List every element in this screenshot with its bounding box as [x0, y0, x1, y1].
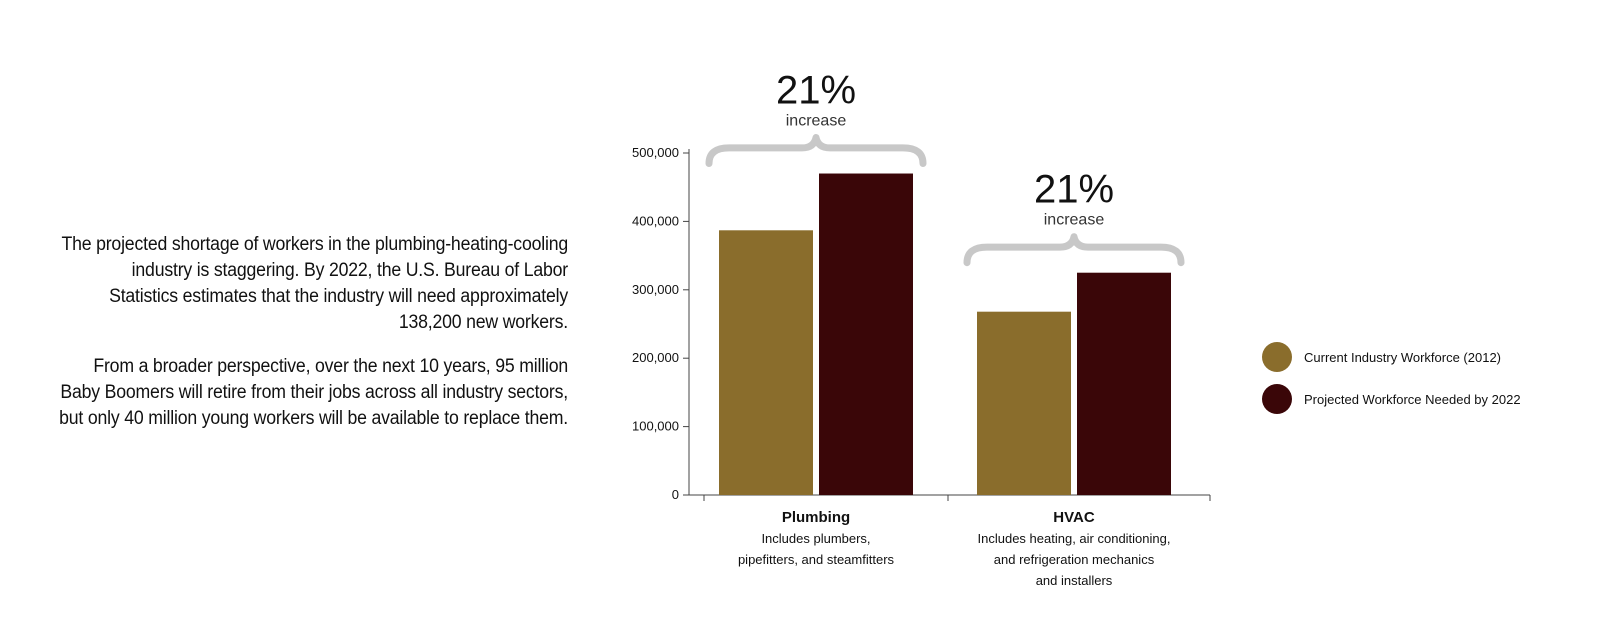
intro-paragraph-1: The projected shortage of workers in the… — [61, 234, 569, 333]
category-label-plumbing: Plumbing — [782, 509, 850, 526]
y-tick-label: 0 — [672, 487, 679, 502]
category-description-line: Includes heating, air conditioning, — [978, 531, 1171, 546]
legend-swatch-projected — [1262, 384, 1292, 414]
category-description-line: Includes plumbers, — [761, 531, 870, 546]
legend-item-projected: Projected Workforce Needed by 2022 — [1262, 384, 1521, 414]
increase-brace-hvac — [963, 233, 1185, 267]
category-description-line: pipefitters, and steamfitters — [738, 552, 895, 567]
increase-brace-plumbing — [705, 134, 927, 168]
increase-label-plumbing: increase — [786, 113, 847, 130]
increase-percent-hvac: 21% — [1034, 168, 1114, 212]
legend-label-projected: Projected Workforce Needed by 2022 — [1304, 391, 1521, 407]
legend-swatch-current — [1262, 342, 1292, 372]
bar-hvac-current — [977, 311, 1071, 495]
category-label-hvac: HVAC — [1053, 509, 1095, 526]
bar-hvac-projected — [1077, 272, 1171, 495]
intro-paragraph-2: From a broader perspective, over the nex… — [59, 356, 569, 429]
category-description-line: and installers — [1036, 573, 1113, 588]
y-tick-label: 400,000 — [632, 213, 679, 228]
increase-label-hvac: increase — [1044, 212, 1105, 229]
bar-plumbing-current — [719, 230, 813, 496]
y-tick-label: 200,000 — [632, 350, 679, 365]
y-tick-label: 500,000 — [632, 145, 679, 160]
y-tick-label: 300,000 — [632, 282, 679, 297]
legend-item-current: Current Industry Workforce (2012) — [1262, 342, 1521, 372]
y-tick-label: 100,000 — [632, 419, 679, 434]
bar-plumbing-projected — [819, 173, 913, 495]
intro-text: The projected shortage of workers in the… — [58, 232, 568, 450]
legend-label-current: Current Industry Workforce (2012) — [1304, 349, 1501, 365]
chart-legend: Current Industry Workforce (2012) Projec… — [1262, 342, 1521, 426]
category-description-line: and refrigeration mechanics — [994, 552, 1155, 567]
increase-percent-plumbing: 21% — [776, 69, 856, 113]
